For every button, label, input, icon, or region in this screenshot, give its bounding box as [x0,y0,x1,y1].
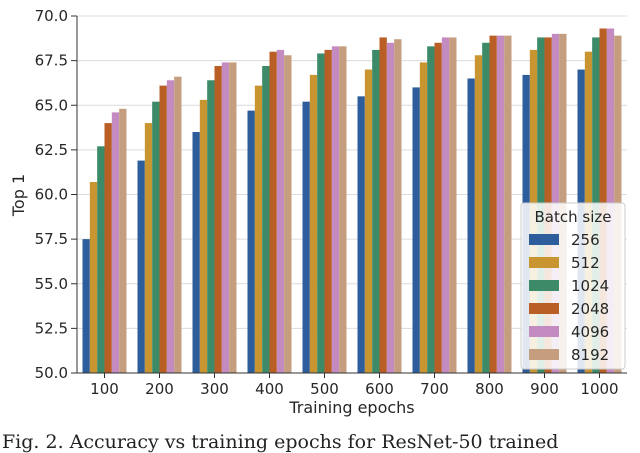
bar [254,85,263,374]
bar [372,49,380,373]
bar [276,49,285,373]
legend-title: Batch size [535,208,612,226]
bar [144,123,153,373]
x-tick-label: 400 [255,380,284,398]
bar [207,80,215,373]
bar [379,37,387,374]
bar [394,39,402,374]
x-tick-label: 700 [420,380,449,398]
legend-swatch [529,349,559,360]
y-tick-label: 70.0 [35,7,68,25]
x-tick-label: 500 [310,380,339,398]
x-tick-label: 1000 [580,380,618,398]
legend-items: 256 512 1024 2048 4096 8192 [529,231,609,364]
x-axis-title: Training epochs [288,398,414,417]
x-tick-label: 600 [365,380,394,398]
bar [467,78,475,373]
bar [247,110,255,373]
y-tick-label: 62.5 [35,141,68,159]
x-tick-label: 800 [475,380,504,398]
bar [159,85,167,374]
bar [192,132,200,373]
bar [339,46,347,373]
y-tick-label: 60.0 [35,186,68,204]
bar [104,123,112,373]
bar-chart: 50.0 52.5 55.0 57.5 60.0 62.5 65.0 67.5 70.0 100 2… [9,7,627,417]
bar [89,182,98,373]
legend-label: 8192 [571,346,609,364]
bar [324,49,332,373]
y-tick-label: 57.5 [35,230,68,248]
bar [449,37,457,374]
y-tick-label: 67.5 [35,52,68,70]
bar [482,42,490,374]
legend-swatch [529,303,559,314]
y-axis-title: Top 1 [9,174,28,217]
bar [599,28,607,374]
bar [166,80,175,373]
bar [489,35,497,373]
legend: Batch size 256 512 1024 2048 4096 8192 [520,202,626,370]
bar [174,76,182,373]
x-tick-label: 200 [145,380,174,398]
x-tick-label: 100 [90,380,119,398]
bar [419,62,428,373]
legend-label: 512 [571,254,600,272]
bar [137,160,145,373]
bar [606,28,615,374]
legend-label: 4096 [571,323,609,341]
bar [474,55,483,374]
legend-swatch [529,234,559,245]
y-tick-label: 65.0 [35,96,68,114]
bar [434,42,442,374]
bar [262,65,270,373]
bar [229,62,237,373]
bar [82,239,90,373]
bar [427,46,435,373]
bar [496,35,505,373]
x-tick-label: 300 [200,380,229,398]
y-tick-label: 52.5 [35,319,68,337]
bar [331,46,340,373]
bar [199,99,208,374]
bar [97,146,105,373]
bar [357,96,365,373]
legend-label: 2048 [571,300,609,318]
legend-swatch [529,280,559,291]
bar [317,53,325,374]
bar [111,112,120,373]
bar [386,42,395,374]
legend-swatch [529,326,559,337]
bar [152,101,160,374]
bar [119,108,127,373]
bar [284,55,292,374]
bar [302,101,310,374]
y-tick-label: 55.0 [35,275,68,293]
bar [309,74,318,373]
bar [364,69,373,374]
figure-caption: Fig. 2. Accuracy vs training epochs for … [2,431,559,453]
axes: 50.0 52.5 55.0 57.5 60.0 62.5 65.0 67.5 70.0 100 2… [35,7,627,398]
bar [214,65,222,373]
bar [221,62,230,373]
bar [412,87,420,374]
legend-swatch [529,257,559,268]
bar [504,35,512,373]
y-tick-label: 50.0 [35,364,68,382]
bar [269,51,277,373]
legend-label: 256 [571,231,600,249]
legend-label: 1024 [571,277,609,295]
x-tick-label: 900 [530,380,559,398]
bar [441,37,450,374]
